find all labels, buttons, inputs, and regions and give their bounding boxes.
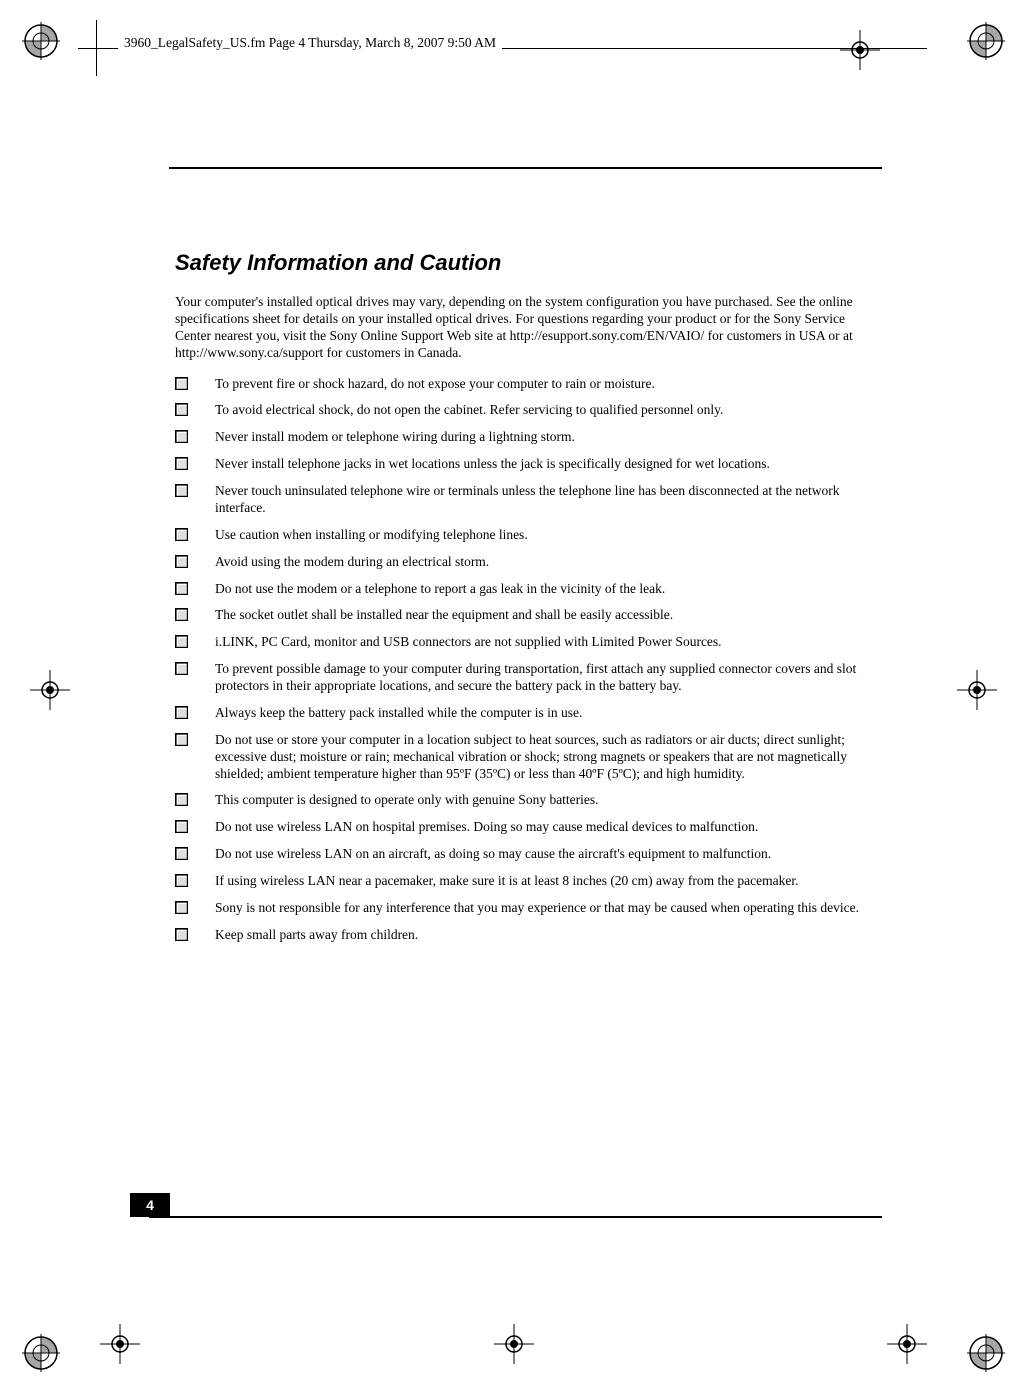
list-item-text: To prevent fire or shock hazard, do not … <box>215 376 875 393</box>
checkbox-bullet-icon <box>175 820 188 833</box>
header-tick <box>96 20 97 76</box>
list-item-text: Do not use or store your computer in a l… <box>215 732 875 783</box>
list-item: To prevent fire or shock hazard, do not … <box>175 376 875 393</box>
list-item-text: Use caution when installing or modifying… <box>215 527 875 544</box>
checkbox-bullet-icon <box>175 430 188 443</box>
registration-mark-icon <box>22 22 60 60</box>
list-item-text: Never install telephone jacks in wet loc… <box>215 456 875 473</box>
list-item-text: Sony is not responsible for any interfer… <box>215 900 875 917</box>
list-item: Do not use or store your computer in a l… <box>175 732 875 783</box>
list-item: Sony is not responsible for any interfer… <box>175 900 875 917</box>
list-item: Never install telephone jacks in wet loc… <box>175 456 875 473</box>
registration-mark-icon <box>22 1334 60 1372</box>
list-item: Do not use the modem or a telephone to r… <box>175 581 875 598</box>
list-item: To avoid electrical shock, do not open t… <box>175 402 875 419</box>
content-top-rule <box>169 167 882 169</box>
checkbox-bullet-icon <box>175 608 188 621</box>
crosshair-mark-icon <box>100 1324 140 1364</box>
checkbox-bullet-icon <box>175 793 188 806</box>
checkbox-bullet-icon <box>175 874 188 887</box>
list-item: Use caution when installing or modifying… <box>175 527 875 544</box>
crosshair-mark-icon <box>840 30 880 70</box>
crosshair-mark-icon <box>30 670 70 710</box>
list-item: Keep small parts away from children. <box>175 927 875 944</box>
checkbox-bullet-icon <box>175 847 188 860</box>
list-item: If using wireless LAN near a pacemaker, … <box>175 873 875 890</box>
list-item-text: Do not use the modem or a telephone to r… <box>215 581 875 598</box>
list-item-text: i.LINK, PC Card, monitor and USB connect… <box>215 634 875 651</box>
list-item-text: Always keep the battery pack installed w… <box>215 705 875 722</box>
list-item: Never install modem or telephone wiring … <box>175 429 875 446</box>
checkbox-bullet-icon <box>175 377 188 390</box>
checkbox-bullet-icon <box>175 457 188 470</box>
checkbox-bullet-icon <box>175 662 188 675</box>
list-item-text: Do not use wireless LAN on an aircraft, … <box>215 846 875 863</box>
checkbox-bullet-icon <box>175 555 188 568</box>
checkbox-bullet-icon <box>175 928 188 941</box>
list-item-text: If using wireless LAN near a pacemaker, … <box>215 873 875 890</box>
checkbox-bullet-icon <box>175 484 188 497</box>
registration-mark-icon <box>967 1334 1005 1372</box>
intro-paragraph: Your computer's installed optical drives… <box>175 294 875 362</box>
checkbox-bullet-icon <box>175 528 188 541</box>
page-number: 4 <box>130 1193 170 1217</box>
list-item-text: Never install modem or telephone wiring … <box>215 429 875 446</box>
list-item-text: Avoid using the modem during an electric… <box>215 554 875 571</box>
list-item-text: This computer is designed to operate onl… <box>215 792 875 809</box>
running-head: 3960_LegalSafety_US.fm Page 4 Thursday, … <box>118 35 502 51</box>
list-item: Always keep the battery pack installed w… <box>175 705 875 722</box>
checkbox-bullet-icon <box>175 901 188 914</box>
section-title: Safety Information and Caution <box>175 250 875 276</box>
registration-mark-icon <box>967 22 1005 60</box>
list-item: Do not use wireless LAN on hospital prem… <box>175 819 875 836</box>
list-item: To prevent possible damage to your compu… <box>175 661 875 695</box>
list-item: i.LINK, PC Card, monitor and USB connect… <box>175 634 875 651</box>
checkbox-bullet-icon <box>175 706 188 719</box>
list-item-text: To avoid electrical shock, do not open t… <box>215 402 875 419</box>
list-item: Do not use wireless LAN on an aircraft, … <box>175 846 875 863</box>
bullet-list: To prevent fire or shock hazard, do not … <box>175 376 875 944</box>
list-item-text: To prevent possible damage to your compu… <box>215 661 875 695</box>
crosshair-mark-icon <box>887 1324 927 1364</box>
list-item: This computer is designed to operate onl… <box>175 792 875 809</box>
list-item-text: Never touch uninsulated telephone wire o… <box>215 483 875 517</box>
checkbox-bullet-icon <box>175 635 188 648</box>
checkbox-bullet-icon <box>175 733 188 746</box>
crosshair-mark-icon <box>494 1324 534 1364</box>
list-item: Never touch uninsulated telephone wire o… <box>175 483 875 517</box>
checkbox-bullet-icon <box>175 582 188 595</box>
list-item-text: Keep small parts away from children. <box>215 927 875 944</box>
content-bottom-rule <box>149 1216 882 1218</box>
list-item: Avoid using the modem during an electric… <box>175 554 875 571</box>
list-item-text: Do not use wireless LAN on hospital prem… <box>215 819 875 836</box>
checkbox-bullet-icon <box>175 403 188 416</box>
list-item-text: The socket outlet shall be installed nea… <box>215 607 875 624</box>
crosshair-mark-icon <box>957 670 997 710</box>
page-content: Safety Information and Caution Your comp… <box>175 250 875 954</box>
list-item: The socket outlet shall be installed nea… <box>175 607 875 624</box>
